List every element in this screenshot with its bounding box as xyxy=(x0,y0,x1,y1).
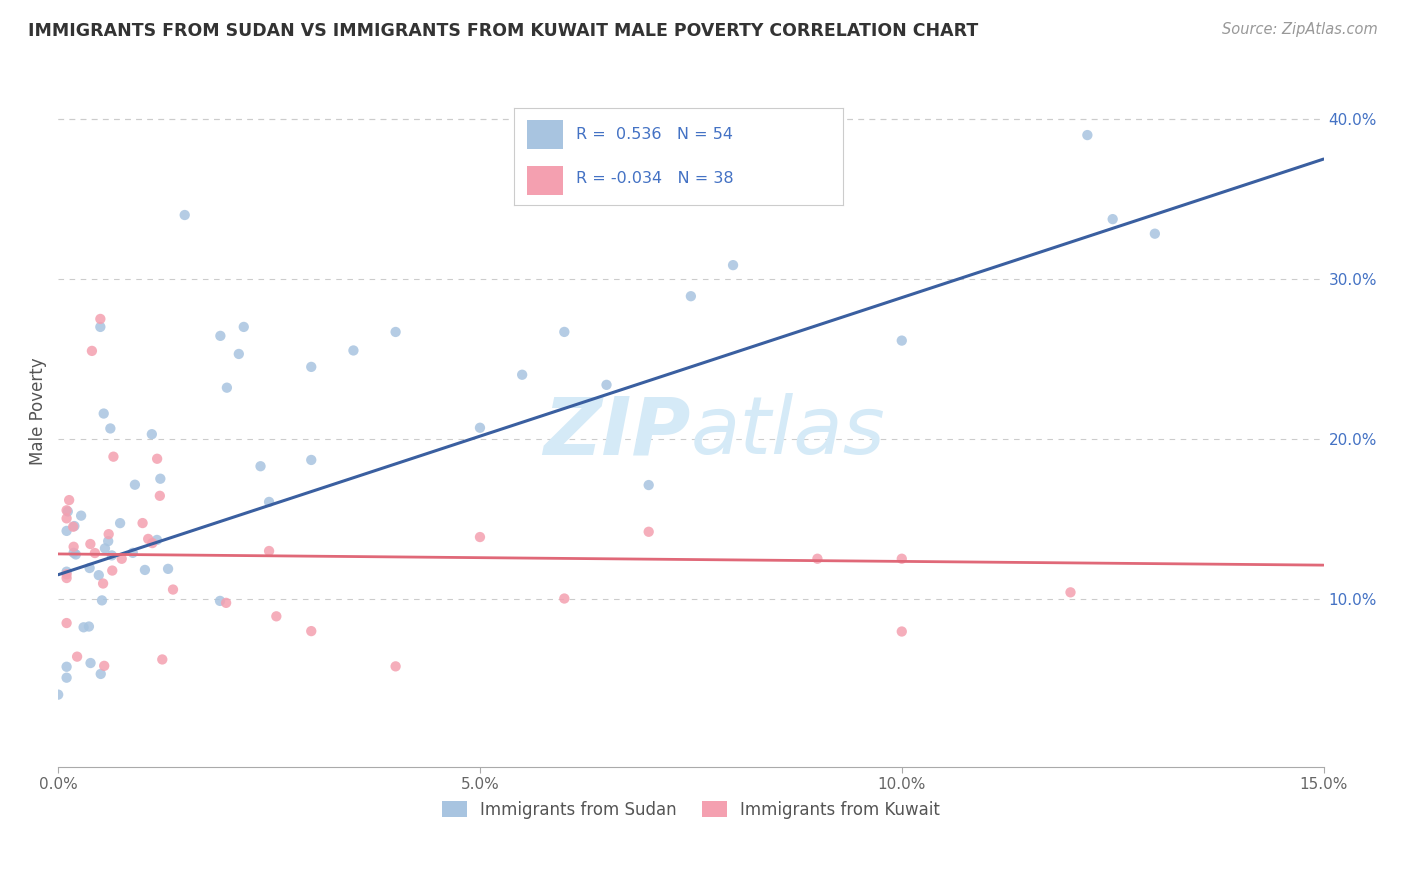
Point xyxy=(299,624,322,639)
Point xyxy=(553,591,575,606)
Point xyxy=(721,258,744,272)
Point xyxy=(63,519,86,533)
Point xyxy=(101,549,124,563)
Point xyxy=(89,312,111,326)
Point xyxy=(56,504,79,518)
Point xyxy=(134,563,156,577)
Point xyxy=(384,325,406,339)
Point xyxy=(111,551,134,566)
Point xyxy=(215,381,238,395)
Point xyxy=(55,511,77,525)
Point xyxy=(65,548,87,562)
Point xyxy=(93,407,115,421)
Point xyxy=(510,368,533,382)
Point xyxy=(806,551,828,566)
Point xyxy=(101,564,124,578)
Point xyxy=(208,594,231,608)
Point xyxy=(97,527,120,541)
Point xyxy=(91,576,114,591)
Point xyxy=(257,495,280,509)
Point xyxy=(679,289,702,303)
Point xyxy=(553,325,575,339)
Point xyxy=(595,377,617,392)
Point xyxy=(468,421,491,435)
Point xyxy=(121,546,143,560)
Point xyxy=(209,329,232,343)
Point xyxy=(79,656,101,670)
Point xyxy=(384,659,406,673)
Point xyxy=(299,453,322,467)
Point xyxy=(173,208,195,222)
Point xyxy=(46,688,69,702)
Point xyxy=(157,562,180,576)
Point xyxy=(149,472,172,486)
Point xyxy=(1101,212,1123,227)
Point xyxy=(468,530,491,544)
Legend: Immigrants from Sudan, Immigrants from Kuwait: Immigrants from Sudan, Immigrants from K… xyxy=(434,795,946,826)
Point xyxy=(103,450,125,464)
Point xyxy=(94,541,117,556)
Point xyxy=(72,620,94,634)
Point xyxy=(228,347,250,361)
Point xyxy=(150,652,173,666)
Point xyxy=(97,534,120,549)
Point xyxy=(215,596,238,610)
Point xyxy=(62,546,84,560)
Point xyxy=(66,649,89,664)
Point xyxy=(1059,585,1081,599)
Point xyxy=(55,571,77,585)
Point xyxy=(62,520,84,534)
Point xyxy=(55,503,77,517)
Point xyxy=(232,320,254,334)
Point xyxy=(249,459,271,474)
Y-axis label: Male Poverty: Male Poverty xyxy=(30,357,46,465)
Point xyxy=(124,477,146,491)
Point xyxy=(257,544,280,558)
Point xyxy=(141,427,163,442)
Point xyxy=(299,359,322,374)
Point xyxy=(108,516,131,530)
Point xyxy=(637,524,659,539)
Point xyxy=(83,546,105,560)
Point xyxy=(266,609,288,624)
Point xyxy=(89,320,111,334)
Point xyxy=(98,421,121,435)
Point xyxy=(55,671,77,685)
Point xyxy=(1143,227,1166,241)
Point xyxy=(890,551,912,566)
Point xyxy=(141,536,163,550)
Point xyxy=(55,615,77,630)
Point xyxy=(62,540,84,554)
Point xyxy=(149,489,172,503)
Point xyxy=(162,582,184,597)
Point xyxy=(55,565,77,579)
Point xyxy=(70,508,93,523)
Point xyxy=(146,533,169,547)
Point xyxy=(79,561,101,575)
Point xyxy=(55,567,77,582)
Point xyxy=(146,451,169,466)
Point xyxy=(79,537,101,551)
Point xyxy=(58,493,80,508)
Point xyxy=(136,532,159,546)
Text: IMMIGRANTS FROM SUDAN VS IMMIGRANTS FROM KUWAIT MALE POVERTY CORRELATION CHART: IMMIGRANTS FROM SUDAN VS IMMIGRANTS FROM… xyxy=(28,22,979,40)
Point xyxy=(637,478,659,492)
Point xyxy=(55,659,77,673)
Point xyxy=(1076,128,1098,142)
Point xyxy=(87,568,110,582)
Point xyxy=(890,624,912,639)
Text: Source: ZipAtlas.com: Source: ZipAtlas.com xyxy=(1222,22,1378,37)
Point xyxy=(131,516,153,530)
Point xyxy=(55,524,77,538)
Point xyxy=(90,667,112,681)
Point xyxy=(80,343,103,358)
Text: ZIP: ZIP xyxy=(544,393,690,471)
Point xyxy=(93,658,115,673)
Text: atlas: atlas xyxy=(690,393,886,471)
Point xyxy=(890,334,912,348)
Point xyxy=(342,343,364,358)
Point xyxy=(91,593,114,607)
Point xyxy=(77,619,100,633)
